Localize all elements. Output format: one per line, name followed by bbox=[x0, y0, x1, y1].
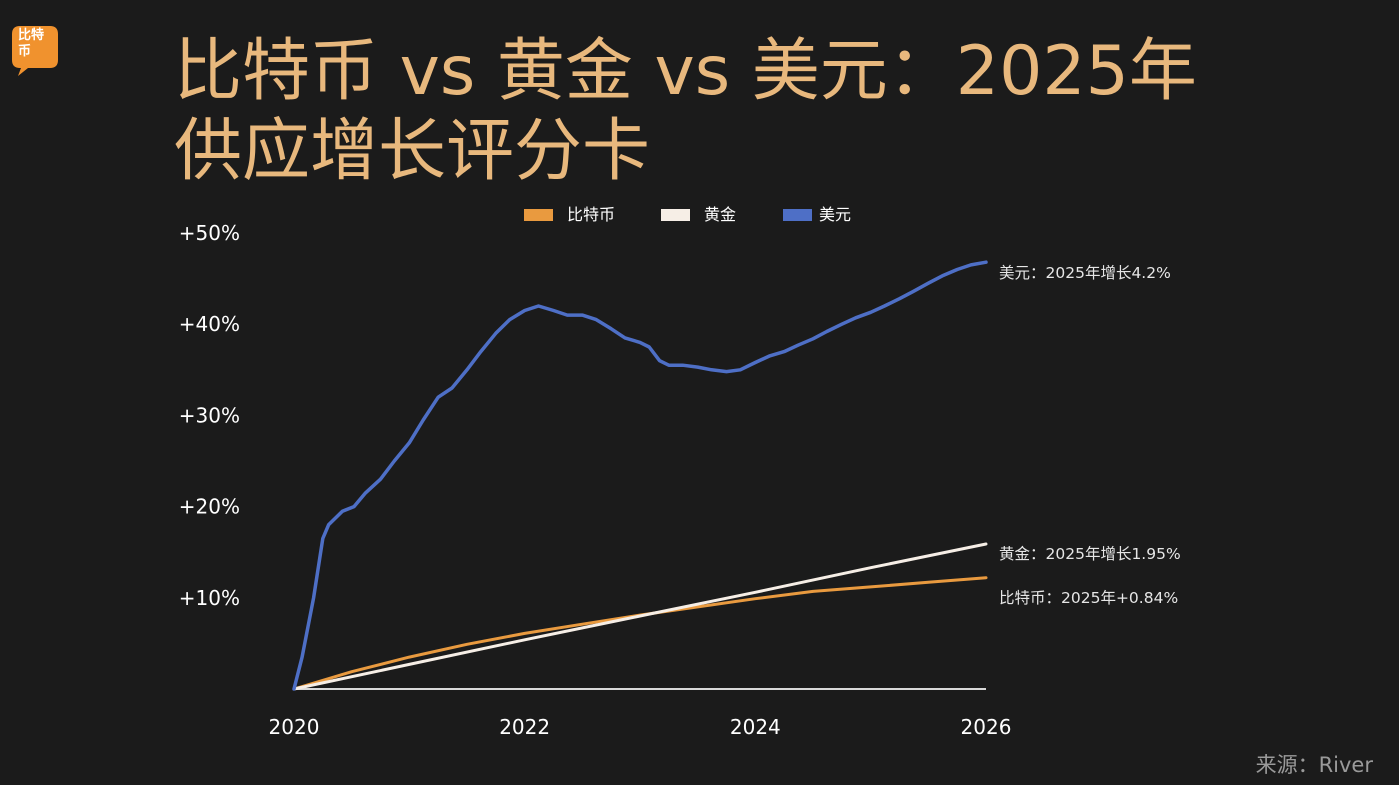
page-title: 比特币 vs 黄金 vs 美元：2025年 供应增长评分卡 bbox=[174, 32, 1254, 192]
y-tick-label: +40% bbox=[179, 312, 240, 336]
y-axis: +10% +20% +30% +40% +50% bbox=[179, 221, 240, 610]
x-tick-label: 2022 bbox=[499, 715, 550, 739]
series-end-label: 美元：2025年增长4.2% bbox=[999, 264, 1171, 282]
speech-bubble-icon bbox=[12, 26, 58, 76]
series-line bbox=[292, 542, 988, 691]
y-tick-label: +50% bbox=[179, 221, 240, 245]
legend-label: 美元 bbox=[819, 205, 851, 224]
series-end-label: 比特币：2025年+0.84% bbox=[999, 589, 1178, 607]
series-line bbox=[292, 260, 988, 691]
x-axis: 2020 2022 2024 2026 bbox=[269, 715, 1012, 739]
series-line bbox=[292, 576, 988, 691]
series-end-labels: 比特币：2025年+0.84% 黄金：2025年增长1.95% 美元：2025年增长… bbox=[999, 264, 1181, 607]
legend-swatch bbox=[783, 209, 812, 221]
bitcoin-logo: 比特币 bbox=[12, 26, 58, 76]
legend-swatch bbox=[661, 209, 690, 221]
y-tick-label: +30% bbox=[179, 403, 240, 427]
title-line-2: 供应增长评分卡 bbox=[174, 112, 651, 191]
legend-label: 黄金 bbox=[704, 205, 736, 224]
y-tick-label: +10% bbox=[179, 586, 240, 610]
x-tick-label: 2024 bbox=[730, 715, 781, 739]
x-tick-label: 2026 bbox=[961, 715, 1012, 739]
logo-text: 比特币 bbox=[18, 28, 45, 59]
y-tick-label: +20% bbox=[179, 495, 240, 519]
source-caption: 来源：River bbox=[1255, 753, 1373, 777]
series-layer bbox=[292, 260, 988, 691]
legend-swatch bbox=[524, 209, 553, 221]
series-end-label: 黄金：2025年增长1.95% bbox=[999, 545, 1181, 563]
chart-legend: 比特币 黄金 美元 bbox=[524, 205, 851, 224]
title-line-1: 比特币 vs 黄金 vs 美元：2025年 bbox=[174, 32, 1197, 111]
legend-label: 比特币 bbox=[567, 205, 615, 224]
x-tick-label: 2020 bbox=[269, 715, 320, 739]
